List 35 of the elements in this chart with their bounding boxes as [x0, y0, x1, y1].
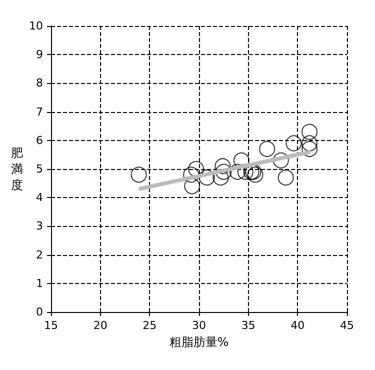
point [278, 170, 294, 186]
y-tick-label: 1 [36, 276, 43, 290]
point [302, 124, 318, 140]
y-tick-label: 8 [36, 76, 43, 90]
point [229, 164, 246, 180]
x-axis-title: 粗脂肪量% [169, 334, 229, 349]
y-tick-label: 6 [36, 134, 43, 147]
point [216, 164, 232, 180]
point [184, 178, 200, 194]
point [302, 135, 318, 152]
x-tick-label: 20 [93, 319, 108, 332]
y-tick-label: 5 [36, 162, 43, 176]
x-tick-label: 25 [142, 319, 157, 332]
y-tick-label: 0 [36, 306, 43, 318]
point [259, 140, 276, 157]
y-tick-label: 3 [36, 220, 43, 233]
y-tick-label: 10 [29, 20, 43, 32]
x-tick-label: 40 [290, 319, 305, 332]
y-tick-label: 7 [36, 105, 43, 118]
point [198, 170, 215, 186]
y-tick-label: 2 [36, 248, 43, 262]
point [247, 166, 264, 183]
x-tick-label: 35 [241, 319, 256, 332]
x-tick-label: 30 [192, 319, 206, 332]
y-tick-label: 9 [36, 48, 43, 62]
x-tick-label: 15 [44, 319, 58, 332]
y-axis-title: 肥満度 [11, 146, 23, 192]
point [130, 166, 147, 183]
y-tick-label: 4 [36, 191, 43, 204]
point [302, 140, 318, 157]
point [272, 152, 289, 168]
point [214, 158, 231, 174]
point [286, 135, 302, 152]
x-tick-label: 45 [340, 319, 354, 332]
point [183, 166, 200, 183]
